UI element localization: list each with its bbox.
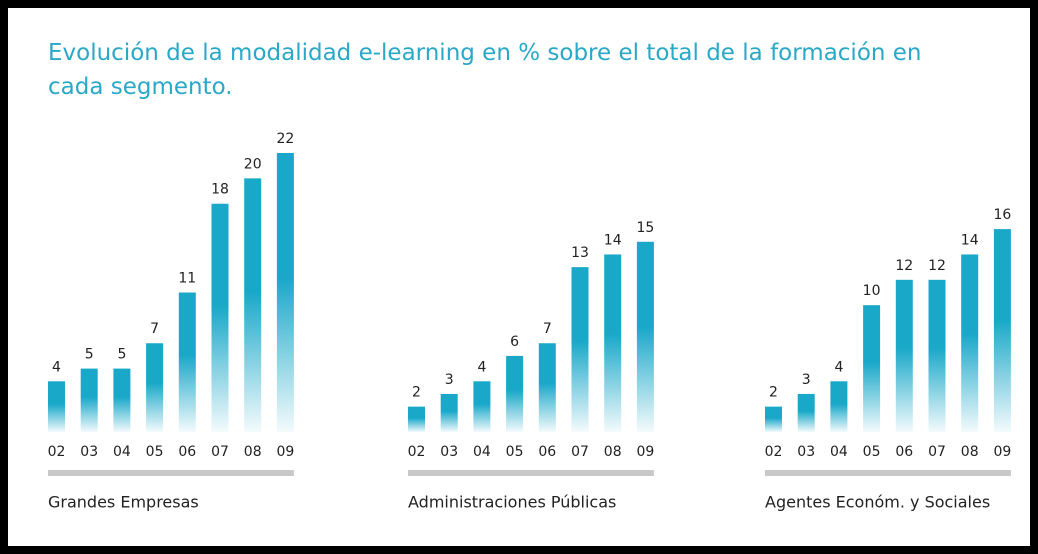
bar — [440, 393, 458, 432]
bar — [244, 178, 262, 432]
chart-title: Evolución de la modalidad e-learning en … — [48, 40, 922, 100]
data-label: 3 — [802, 372, 811, 388]
x-tick-label: 09 — [993, 444, 1011, 460]
separator — [48, 470, 294, 476]
data-label: 18 — [211, 182, 229, 198]
x-tick-label: 04 — [113, 444, 131, 460]
bar — [830, 381, 848, 432]
bar — [863, 305, 881, 432]
separator — [408, 470, 654, 476]
x-tick-label: 04 — [473, 444, 491, 460]
data-label: 13 — [571, 245, 589, 261]
segment-label: Grandes Empresas — [48, 493, 199, 512]
bar — [604, 254, 622, 432]
x-tick-label: 05 — [863, 444, 881, 460]
data-label: 12 — [928, 258, 946, 274]
x-tick-label: 08 — [961, 444, 979, 460]
data-label: 4 — [52, 359, 61, 375]
segment-label: Administraciones Públicas — [408, 493, 616, 512]
x-tick-label: 09 — [636, 444, 654, 460]
bar — [571, 267, 589, 432]
bar — [797, 393, 815, 432]
data-label: 10 — [863, 283, 881, 299]
data-label: 7 — [150, 321, 159, 337]
x-tick-label: 05 — [146, 444, 164, 460]
data-label: 5 — [85, 347, 94, 363]
data-label: 7 — [543, 321, 552, 337]
x-tick-label: 07 — [928, 444, 946, 460]
x-tick-label: 02 — [408, 444, 426, 460]
bar — [993, 229, 1011, 432]
bar — [765, 406, 782, 432]
data-label: 4 — [477, 359, 486, 375]
x-tick-label: 09 — [276, 444, 294, 460]
data-label: 2 — [412, 385, 421, 401]
data-label: 11 — [178, 271, 196, 287]
separator — [765, 470, 1011, 476]
x-tick-label: 02 — [48, 444, 66, 460]
data-label: 15 — [636, 220, 654, 236]
data-label: 22 — [276, 131, 294, 147]
data-label: 4 — [834, 359, 843, 375]
data-label: 14 — [961, 232, 979, 248]
x-tick-label: 04 — [830, 444, 848, 460]
bar — [506, 355, 524, 432]
bar — [408, 406, 425, 432]
bar — [961, 254, 979, 432]
x-tick-label: 06 — [538, 444, 556, 460]
bar — [178, 292, 196, 432]
x-tick-label: 07 — [571, 444, 589, 460]
x-tick-label: 08 — [244, 444, 262, 460]
bar — [113, 368, 131, 432]
data-label: 14 — [604, 232, 622, 248]
bar — [538, 343, 556, 432]
x-tick-label: 02 — [765, 444, 783, 460]
segment-label: Agentes Económ. y Sociales — [765, 493, 990, 512]
bar — [928, 279, 946, 432]
x-tick-label: 03 — [440, 444, 458, 460]
x-tick-label: 06 — [178, 444, 196, 460]
x-tick-label: 07 — [211, 444, 229, 460]
data-label: 5 — [117, 347, 126, 363]
bar — [895, 279, 913, 432]
data-label: 3 — [445, 372, 454, 388]
x-tick-label: 03 — [797, 444, 815, 460]
bar — [276, 153, 294, 432]
bar — [636, 241, 654, 432]
data-label: 20 — [244, 156, 262, 172]
data-label: 16 — [993, 207, 1011, 223]
bar — [146, 343, 164, 432]
bar — [48, 381, 65, 432]
bar — [473, 381, 491, 432]
data-label: 12 — [895, 258, 913, 274]
bar — [80, 368, 98, 432]
x-tick-label: 03 — [80, 444, 98, 460]
bar — [211, 203, 229, 432]
data-label: 2 — [769, 385, 778, 401]
x-tick-label: 06 — [895, 444, 913, 460]
x-tick-label: 05 — [506, 444, 524, 460]
x-tick-label: 08 — [604, 444, 622, 460]
data-label: 6 — [510, 334, 519, 350]
